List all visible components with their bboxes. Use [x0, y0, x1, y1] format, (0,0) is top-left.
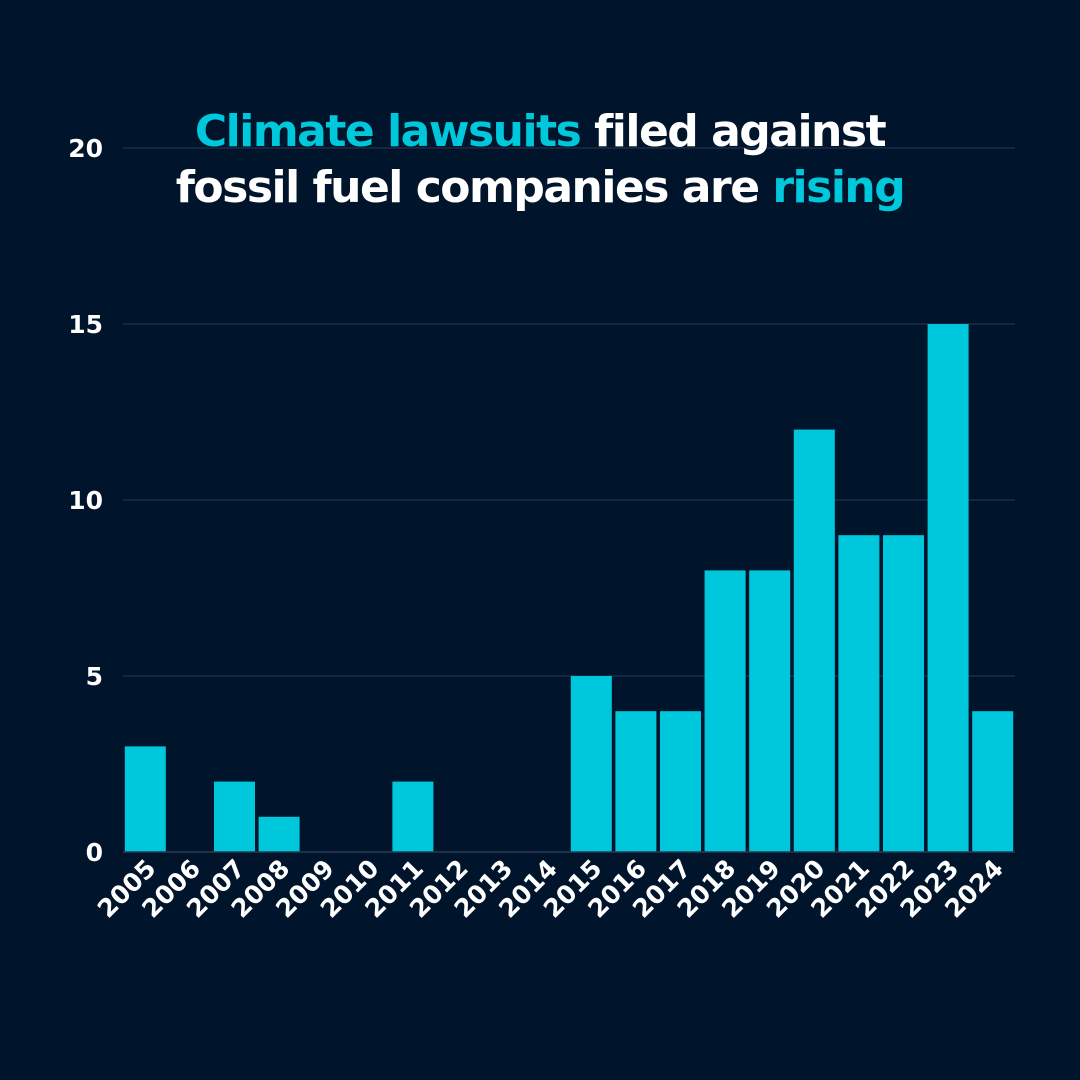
bar-2022 [883, 535, 924, 852]
bar-2019 [749, 570, 791, 852]
y-axis-tick-labels: 0 5 10 15 20 [68, 134, 103, 867]
y-tick-label: 5 [86, 662, 103, 691]
chart-title-text: fossil fuel companies are [175, 162, 773, 213]
bar-2015 [570, 676, 612, 852]
bars [124, 324, 1014, 852]
y-tick-label: 20 [68, 134, 103, 163]
bar-2020 [793, 429, 835, 852]
bar-2018 [704, 570, 746, 852]
bar-2007 [214, 781, 255, 852]
bar-2016 [615, 711, 657, 852]
bar-2005 [124, 746, 166, 852]
y-tick-label: 10 [68, 486, 103, 515]
chart-title-line-2: fossil fuel companies are rising [140, 160, 940, 216]
bar-2008 [258, 816, 300, 852]
y-tick-label: 15 [68, 310, 103, 339]
bar-2017 [660, 711, 701, 852]
bar-2023 [927, 324, 969, 852]
chart-title-accent-word: rising [772, 162, 905, 213]
chart-title-line-1: Climate lawsuits filed against [140, 104, 940, 160]
y-tick-label: 0 [86, 838, 103, 867]
bar-2024 [972, 711, 1014, 852]
bar-2011 [392, 781, 434, 852]
chart-title-text: filed against [580, 106, 886, 157]
bar-2021 [838, 535, 880, 852]
chart-title-accent-phrase: Climate lawsuits [194, 106, 582, 157]
chart-title: Climate lawsuits filed against fossil fu… [140, 104, 940, 216]
